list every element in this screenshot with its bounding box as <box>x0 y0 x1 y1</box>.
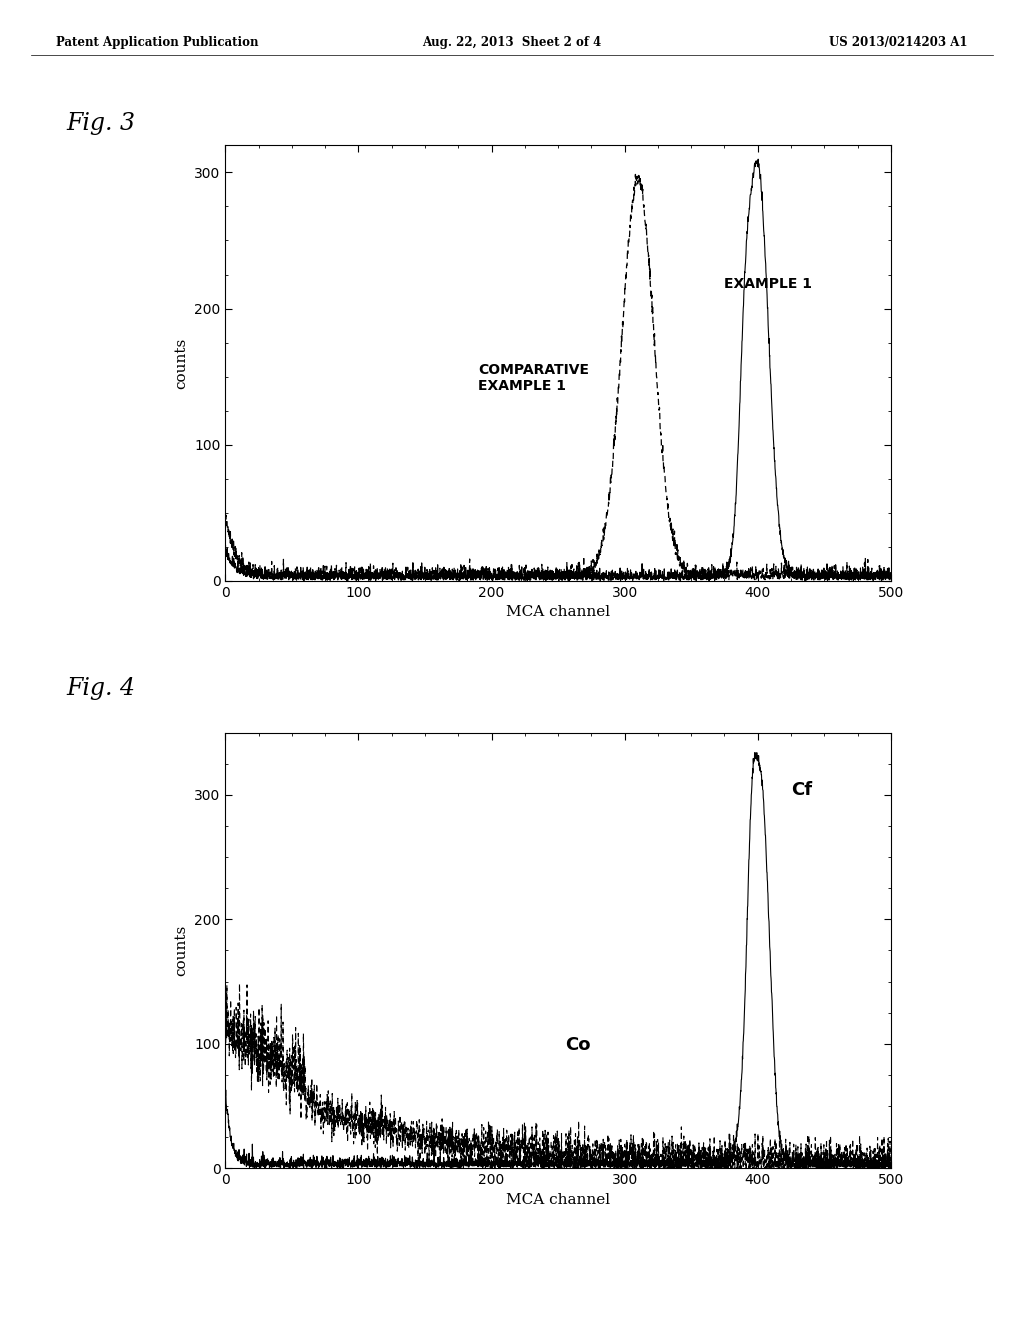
Text: Fig. 3: Fig. 3 <box>67 112 135 135</box>
Y-axis label: counts: counts <box>174 338 188 388</box>
X-axis label: MCA channel: MCA channel <box>506 1192 610 1206</box>
Text: Patent Application Publication: Patent Application Publication <box>56 36 259 49</box>
Text: US 2013/0214203 A1: US 2013/0214203 A1 <box>829 36 968 49</box>
X-axis label: MCA channel: MCA channel <box>506 605 610 619</box>
Text: EXAMPLE 1: EXAMPLE 1 <box>725 277 812 292</box>
Text: COMPARATIVE
EXAMPLE 1: COMPARATIVE EXAMPLE 1 <box>478 363 589 393</box>
Text: Aug. 22, 2013  Sheet 2 of 4: Aug. 22, 2013 Sheet 2 of 4 <box>422 36 602 49</box>
Text: Co: Co <box>565 1036 590 1053</box>
Y-axis label: counts: counts <box>174 925 188 975</box>
Text: Cf: Cf <box>792 781 812 799</box>
Text: Fig. 4: Fig. 4 <box>67 677 135 700</box>
